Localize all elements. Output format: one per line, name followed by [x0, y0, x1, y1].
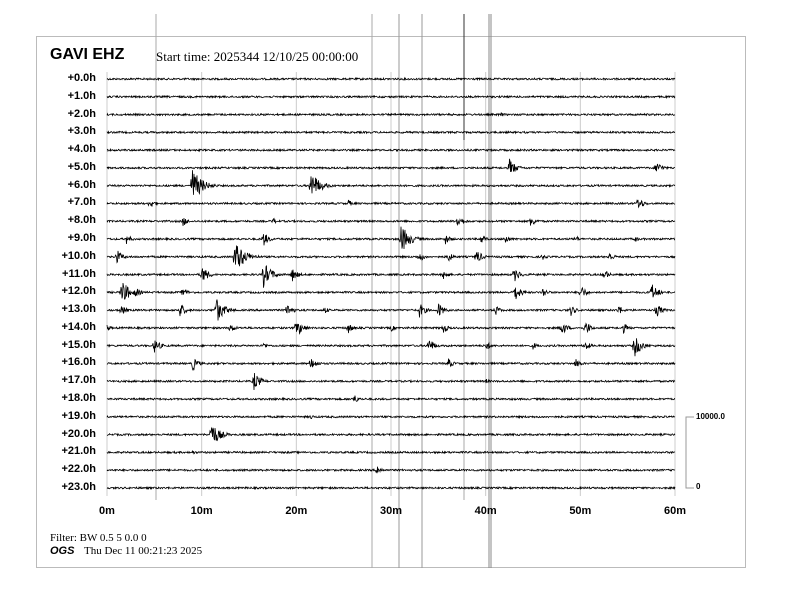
x-tick-label: 60m [663, 505, 687, 517]
scale-top-label: 10000.0 [696, 412, 725, 421]
trace-hour-14 [106, 322, 676, 335]
trace-hour-0 [106, 76, 676, 82]
trace-hour-3 [106, 130, 676, 135]
station-title: GAVI EHZ [50, 46, 125, 63]
row-label: +18.0h [61, 392, 96, 405]
row-label: +12.0h [61, 285, 96, 298]
row-label: +15.0h [61, 338, 96, 351]
row-label: +4.0h [67, 143, 96, 156]
trace-hour-11 [106, 265, 676, 288]
row-label: +7.0h [67, 196, 96, 209]
x-tick-label: 10m [190, 505, 213, 517]
start-time: Start time: 2025344 12/10/25 00:00:00 [156, 49, 359, 64]
trace-hour-6 [106, 170, 676, 196]
scale-bottom-label: 0 [696, 482, 701, 491]
trace-hour-17 [106, 372, 676, 391]
row-label: +0.0h [67, 72, 96, 84]
row-label: +10.0h [61, 249, 96, 262]
trace-hour-12 [106, 282, 676, 300]
row-label: +22.0h [61, 463, 96, 476]
row-label: +13.0h [61, 303, 96, 316]
trace-hour-20 [106, 426, 676, 442]
row-label: +14.0h [61, 320, 96, 333]
row-label: +16.0h [61, 356, 96, 369]
trace-hour-8 [106, 217, 676, 226]
filter-info: Filter: BW 0.5 5 0.0 0 [50, 532, 147, 544]
trace-hour-10 [106, 245, 676, 267]
plot-frame [36, 36, 746, 568]
trace-hour-2 [106, 112, 676, 117]
row-label: +8.0h [67, 214, 96, 227]
trace-hour-16 [106, 358, 676, 372]
trace-hour-7 [106, 199, 676, 209]
x-tick-label: 50m [569, 505, 592, 517]
x-tick-label: 20m [285, 505, 308, 517]
trace-hour-4 [106, 147, 676, 153]
row-label: +1.0h [67, 89, 96, 102]
trace-hour-13 [106, 299, 676, 321]
row-label: +21.0h [61, 445, 96, 458]
row-label: +9.0h [67, 232, 96, 245]
row-label: +20.0h [61, 427, 96, 440]
trace-hour-1 [106, 94, 676, 100]
x-tick-label: 30m [379, 505, 403, 517]
x-tick-label: 40m [474, 505, 497, 517]
trace-hour-18 [106, 395, 676, 402]
row-label: +6.0h [67, 178, 96, 191]
trace-hour-22 [106, 466, 676, 474]
row-label: +3.0h [67, 125, 96, 138]
trace-hour-21 [106, 450, 676, 455]
row-label: +19.0h [61, 409, 96, 422]
trace-hour-19 [106, 414, 676, 420]
scale-bar [685, 416, 694, 489]
trace-hour-5 [106, 158, 675, 173]
trace-hour-15 [106, 338, 676, 357]
x-tick-label: 0m [99, 505, 115, 517]
row-label: +2.0h [67, 107, 96, 120]
trace-hour-23 [106, 485, 676, 491]
row-label: +17.0h [61, 374, 96, 387]
plot-timestamp: Thu Dec 11 00:21:23 2025 [84, 545, 203, 557]
agency-label: OGS [50, 545, 75, 557]
row-label: +11.0h [62, 267, 96, 280]
row-label: +23.0h [61, 480, 96, 493]
trace-hour-9 [106, 226, 675, 250]
row-label: +5.0h [67, 160, 96, 173]
